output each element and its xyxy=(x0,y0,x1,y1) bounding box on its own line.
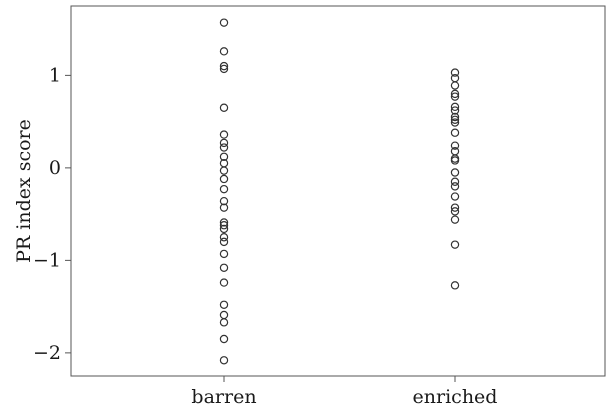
data-point-barren xyxy=(219,224,229,234)
data-point-enriched xyxy=(450,112,460,122)
data-point-enriched xyxy=(450,215,460,224)
data-point-enriched xyxy=(450,240,460,249)
data-point-enriched xyxy=(450,115,460,124)
data-point-barren xyxy=(219,61,229,71)
data-point-barren xyxy=(219,249,229,259)
data-point-barren xyxy=(219,64,229,74)
data-point-barren xyxy=(219,18,229,27)
plot-frame xyxy=(70,5,606,377)
data-point-barren xyxy=(219,103,229,112)
data-point-barren xyxy=(219,300,229,309)
data-points xyxy=(219,18,460,365)
data-point-enriched xyxy=(450,106,460,115)
y-axis-label: PR index score xyxy=(13,119,35,263)
data-point-enriched xyxy=(450,92,460,101)
x-tick-label-barren: barren xyxy=(191,386,256,408)
data-point-enriched xyxy=(450,141,460,150)
data-point-barren xyxy=(219,263,229,272)
data-point-enriched xyxy=(450,89,460,99)
data-point-enriched xyxy=(450,81,460,90)
data-point-barren xyxy=(219,184,229,194)
data-point-barren xyxy=(219,47,229,56)
data-point-enriched xyxy=(450,203,460,212)
data-point-barren xyxy=(219,174,229,184)
data-point-enriched xyxy=(450,156,460,165)
data-point-barren xyxy=(219,203,229,212)
data-point-barren xyxy=(219,166,229,175)
data-point-barren xyxy=(219,130,229,139)
data-point-barren xyxy=(219,237,229,247)
data-point-barren xyxy=(219,233,229,242)
data-point-enriched xyxy=(450,281,460,290)
data-point-barren xyxy=(219,278,229,287)
data-point-barren xyxy=(219,310,229,320)
data-point-enriched xyxy=(450,128,460,137)
data-point-enriched xyxy=(450,118,460,127)
y-tick-label: 0 xyxy=(49,157,61,179)
data-point-barren xyxy=(219,318,229,327)
data-point-enriched xyxy=(450,102,460,112)
x-axis: barren enriched xyxy=(191,376,497,408)
data-point-enriched xyxy=(450,192,460,201)
data-point-barren xyxy=(219,356,229,365)
y-tick-label: −2 xyxy=(33,342,61,364)
y-tick-label: −1 xyxy=(33,249,61,271)
data-point-enriched xyxy=(450,168,460,177)
data-point-enriched xyxy=(450,182,460,191)
data-point-barren xyxy=(219,196,229,206)
y-tick-label: 1 xyxy=(49,64,61,86)
data-point-barren xyxy=(219,152,229,161)
y-axis: −2 −1 0 1 xyxy=(33,64,71,364)
data-point-enriched xyxy=(450,68,460,77)
data-point-barren xyxy=(219,221,229,230)
data-point-barren xyxy=(219,143,229,152)
data-point-barren xyxy=(219,218,229,227)
data-point-enriched xyxy=(450,207,460,216)
data-point-enriched xyxy=(450,177,460,186)
data-point-barren xyxy=(219,138,229,148)
data-point-barren xyxy=(219,334,229,344)
x-tick-label-enriched: enriched xyxy=(413,386,498,408)
